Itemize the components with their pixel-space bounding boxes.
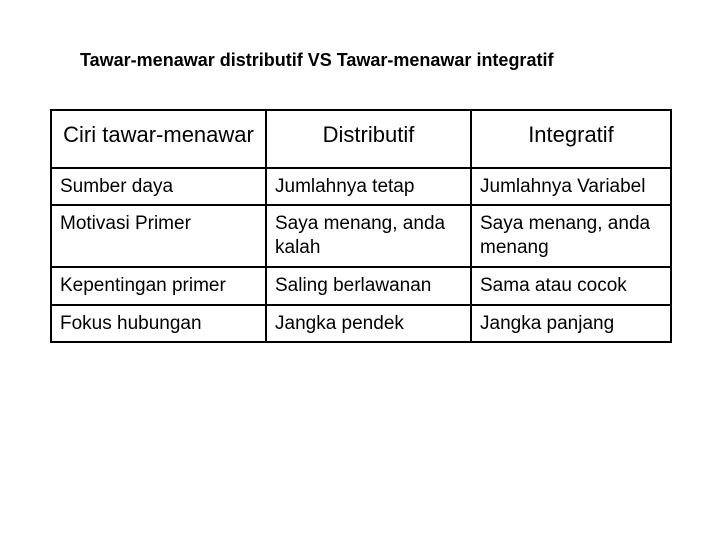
table-row: Kepentingan primer Saling berlawanan Sam… bbox=[51, 267, 671, 305]
col-header-ciri: Ciri tawar-menawar bbox=[51, 110, 266, 168]
cell-integratif: Jangka panjang bbox=[471, 305, 671, 343]
cell-label: Sumber daya bbox=[51, 168, 266, 206]
page-title: Tawar-menawar distributif VS Tawar-menaw… bbox=[0, 50, 720, 71]
cell-label: Motivasi Primer bbox=[51, 205, 266, 267]
col-header-distributif: Distributif bbox=[266, 110, 471, 168]
cell-label: Kepentingan primer bbox=[51, 267, 266, 305]
comparison-table: Ciri tawar-menawar Distributif Integrati… bbox=[50, 109, 672, 343]
cell-distributif: Saya menang, anda kalah bbox=[266, 205, 471, 267]
cell-distributif: Saling berlawanan bbox=[266, 267, 471, 305]
table-row: Sumber daya Jumlahnya tetap Jumlahnya Va… bbox=[51, 168, 671, 206]
cell-distributif: Jangka pendek bbox=[266, 305, 471, 343]
cell-integratif: Sama atau cocok bbox=[471, 267, 671, 305]
table-row: Fokus hubungan Jangka pendek Jangka panj… bbox=[51, 305, 671, 343]
cell-integratif: Jumlahnya Variabel bbox=[471, 168, 671, 206]
table-row: Motivasi Primer Saya menang, anda kalah … bbox=[51, 205, 671, 267]
table-header-row: Ciri tawar-menawar Distributif Integrati… bbox=[51, 110, 671, 168]
cell-label: Fokus hubungan bbox=[51, 305, 266, 343]
col-header-integratif: Integratif bbox=[471, 110, 671, 168]
cell-distributif: Jumlahnya tetap bbox=[266, 168, 471, 206]
cell-integratif: Saya menang, anda menang bbox=[471, 205, 671, 267]
